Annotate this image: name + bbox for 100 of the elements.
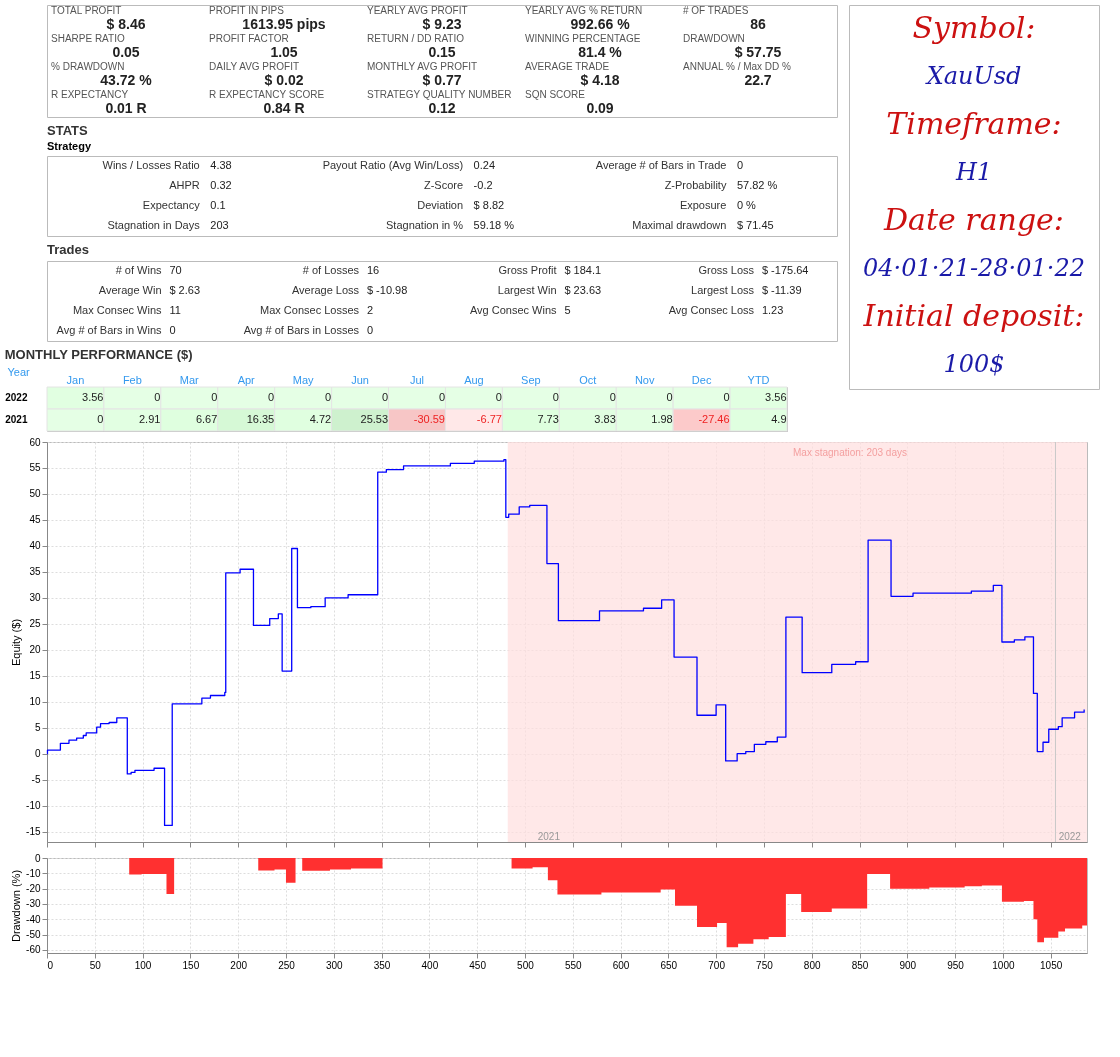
x-tick-label: 850 [851,959,869,971]
data-label: 3.83 [594,413,616,425]
text: Payout Ratio (Avg Win/Loss) [322,159,464,171]
text: TOTAL PROFIT [51,5,122,16]
text: 0.12 [428,100,456,116]
annotation: 2022 [1058,830,1082,842]
text: Gross Loss [698,264,755,276]
text: YEARLY AVG PROFIT [367,5,468,16]
text: 04·01·21-28·01·22 [863,254,1085,282]
text: YEARLY AVG % RETURN [525,5,643,16]
y-tick-label: 0 [34,852,41,864]
y-tick-label: 20 [29,644,41,656]
x-tick-label: 1050 [1040,959,1063,971]
data-label: 0 [495,391,502,403]
x-tick-label: 200 [230,959,248,971]
text: Trades [47,242,89,257]
data-label: 4.9 [771,413,787,425]
y-tick-label: 25 [29,618,41,630]
text: 11 [169,304,181,316]
y-axis-title: Year [7,365,31,378]
text: Stagnation in Days [107,219,201,231]
data-label: -6.77 [476,413,502,425]
y-tick-label: 0 [34,748,41,760]
text: Expectancy [142,199,201,211]
y-tick-label: -40 [26,913,41,925]
y-tick-label: -20 [26,883,41,895]
text: 22.7 [744,72,772,88]
x-tick-label: Jul [409,373,425,386]
text: # OF TRADES [683,5,749,16]
text: WINNING PERCENTAGE [525,33,641,44]
y-tick-label: -15 [26,826,41,838]
y-tick-label: -50 [26,929,41,941]
x-tick-label: Nov [634,373,655,386]
text: 0 % [736,199,757,211]
data-label: 1.98 [651,413,673,425]
x-tick-label: Jan [66,373,85,386]
text: PROFIT FACTOR [209,33,289,44]
data-label: 7.73 [537,413,559,425]
data-label: 16.35 [246,413,275,425]
data-label: 0 [609,391,616,403]
data-label: 4.72 [309,413,332,425]
text: 81.4 % [578,44,623,60]
text: Symbol: [912,10,1036,45]
y-tick-label: 15 [29,670,41,682]
text: $ 9.23 [422,16,462,32]
text: $ 0.77 [422,72,462,88]
text: 16 [366,264,380,276]
text: R EXPECTANCY [51,89,129,100]
text: Wins / Losses Ratio [102,159,200,171]
text: $ 71.45 [736,219,774,231]
text: ANNUAL % / Max DD % [683,61,792,72]
x-tick-label: 800 [803,959,821,971]
text: 2 [366,304,374,316]
y-tick-label: 5 [34,722,41,734]
x-tick-label: 650 [660,959,678,971]
y-tick-label: 60 [29,436,41,448]
text: 1613.95 pips [242,16,326,32]
x-tick-label: Apr [237,373,256,386]
text: 992.66 % [570,16,631,32]
text: Average Win [98,284,162,296]
data-label: 0 [552,391,559,403]
x-tick-label: Jun [351,373,369,386]
x-tick-label: 750 [756,959,774,971]
y-tick-label: 55 [29,462,41,474]
text: Timeframe: [886,106,1062,141]
text: Z-Probability [664,179,727,191]
data-label: 6.67 [195,413,218,425]
x-tick-label: Mar [179,373,200,386]
band-label: Max stagnation: 203 days [793,447,907,458]
y-tick-label: -10 [26,867,41,879]
x-tick-label: 900 [899,959,917,971]
text: SQN SCORE [525,89,586,100]
text: Maximal drawdown [632,219,727,231]
text: 59.18 % [473,219,515,231]
text: DRAWDOWN [683,33,745,44]
x-tick-label: 50 [89,959,102,971]
text: H1 [954,158,993,186]
data-label: 0 [666,391,673,403]
text: PROFIT IN PIPS [209,5,285,16]
text: -0.2 [473,179,493,191]
x-tick-label: 500 [517,959,535,971]
text: 0.24 [473,159,496,171]
y-tick-label: -60 [26,944,41,956]
text: 1.05 [270,44,298,60]
y-tick-label: -30 [26,898,41,910]
y-tick-label: -10 [26,800,41,812]
text: # of Losses [302,264,360,276]
x-tick-label: Feb [122,373,142,386]
text: Avg # of Bars in Wins [56,324,163,336]
y-tick-label: -5 [31,774,41,786]
text: Average # of Bars in Trade [595,159,727,171]
text: Z-Score [423,179,464,191]
x-tick-label: Aug [464,373,484,386]
text: 0.09 [586,100,614,116]
text: Max Consec Losses [260,304,360,316]
annotation: 2021 [537,830,561,842]
text: $ 57.75 [734,44,782,60]
text: 43.72 % [100,72,153,88]
text: Largest Loss [691,284,755,296]
text: RETURN / DD RATIO [367,33,465,44]
